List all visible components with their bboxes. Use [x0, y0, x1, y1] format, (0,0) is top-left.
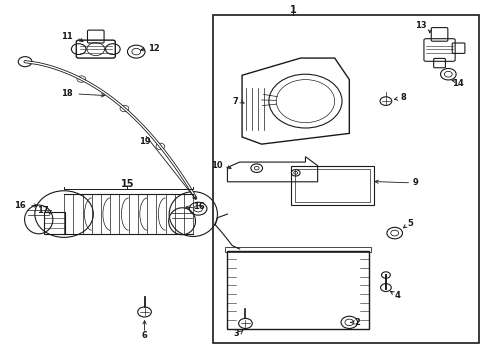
Text: 14: 14 [451, 79, 463, 88]
Text: 1: 1 [289, 5, 296, 15]
Text: 16: 16 [14, 201, 26, 210]
Text: 16: 16 [193, 202, 204, 211]
Text: 9: 9 [412, 178, 418, 187]
Bar [294, 168, 369, 202]
Text: 2: 2 [354, 318, 360, 327]
Text: 15: 15 [121, 179, 134, 189]
Text: 17: 17 [37, 206, 48, 215]
Bar [212, 15, 478, 343]
Text: 19: 19 [139, 137, 150, 146]
Text: 4: 4 [394, 291, 400, 300]
Text: 8: 8 [400, 93, 406, 102]
Bar [290, 166, 373, 205]
Bar [224, 247, 370, 252]
Text: 10: 10 [210, 161, 222, 170]
Text: 12: 12 [148, 44, 160, 53]
Text: 5: 5 [407, 219, 413, 228]
Bar [43, 212, 65, 234]
Text: 7: 7 [232, 96, 238, 105]
Bar [227, 251, 368, 329]
Text: 13: 13 [414, 21, 426, 30]
Text: 11: 11 [61, 32, 73, 41]
Text: 3: 3 [233, 329, 239, 338]
Text: 6: 6 [142, 332, 147, 341]
Text: 18: 18 [61, 89, 73, 98]
